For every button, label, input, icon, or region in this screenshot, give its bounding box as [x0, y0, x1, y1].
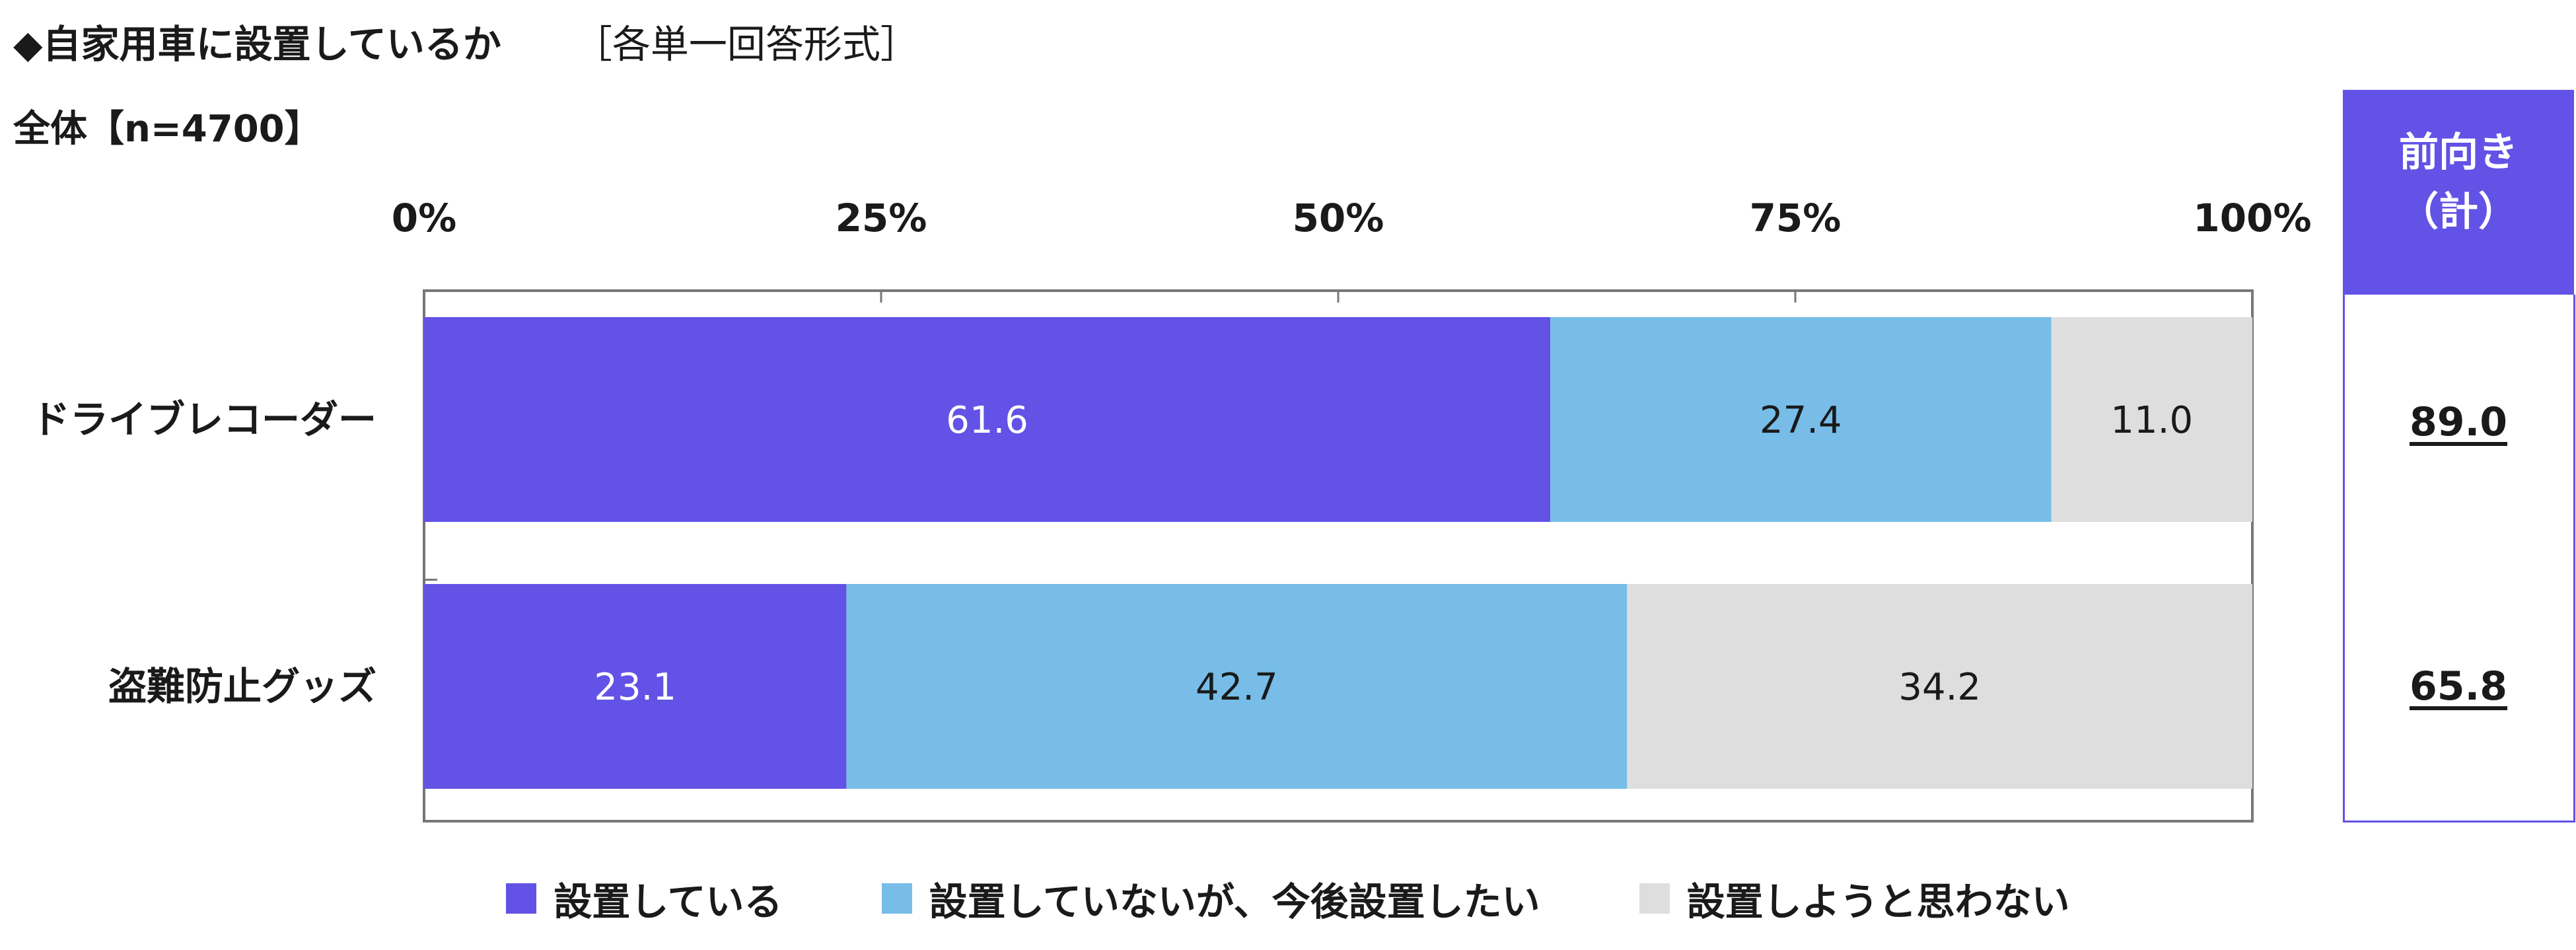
legend: 設置している 設置していないが、今後設置したい 設置しようと思わない	[0, 871, 2576, 926]
side-header-line1: 前向き	[2399, 129, 2518, 176]
legend-label-installed: 設置している	[554, 879, 783, 924]
side-header-line2: （計）	[2399, 189, 2518, 235]
bar-segment	[424, 317, 1551, 522]
chart-subtitle: 全体【n=4700】	[13, 108, 322, 151]
bar-segment	[1627, 584, 2252, 789]
legend-item-not-installing: 設置しようと思わない	[1639, 871, 2070, 926]
side-value-drive-recorder: 89.0	[2409, 399, 2508, 445]
legend-item-want-to-install: 設置していないが、今後設置したい	[881, 871, 1540, 926]
legend-label-not-installing: 設置しようと思わない	[1686, 879, 2070, 924]
data-label: 34.2	[1898, 666, 1981, 709]
x-tick-label: 50%	[1293, 196, 1384, 240]
side-value-anti-theft: 65.8	[2409, 663, 2508, 710]
data-label: 23.1	[594, 666, 676, 709]
side-column-box	[2343, 295, 2575, 822]
legend-swatch-want-to-install	[881, 883, 912, 914]
x-tick-label: 25%	[836, 196, 927, 240]
bar-segment	[424, 584, 847, 789]
legend-label-want-to-install: 設置していないが、今後設置したい	[929, 879, 1540, 924]
data-label: 11.0	[2110, 399, 2193, 442]
bar-segment	[2051, 317, 2252, 522]
legend-item-installed: 設置している	[506, 871, 783, 926]
title-text: ◆自家用車に設置しているか	[13, 22, 501, 67]
category-label: ドライブレコーダー	[32, 397, 376, 442]
x-tick-label: 0%	[392, 196, 456, 240]
x-tick-label: 100%	[2193, 196, 2311, 240]
chart-title: ◆自家用車に設置しているか ［各単一回答形式］	[13, 13, 919, 69]
format-note: ［各単一回答形式］	[573, 22, 919, 67]
data-label: 27.4	[1760, 399, 1842, 442]
side-column-header: 前向き （計）	[2343, 90, 2574, 295]
data-label: 61.6	[946, 399, 1028, 442]
legend-swatch-installed	[506, 883, 537, 914]
legend-swatch-not-installing	[1639, 883, 1670, 914]
x-tick-label: 75%	[1750, 196, 1842, 240]
bar-segment	[1550, 317, 2052, 522]
category-label: 盗難防止グッズ	[108, 664, 376, 709]
bar-segment	[846, 584, 1628, 789]
data-label: 42.7	[1196, 666, 1278, 709]
